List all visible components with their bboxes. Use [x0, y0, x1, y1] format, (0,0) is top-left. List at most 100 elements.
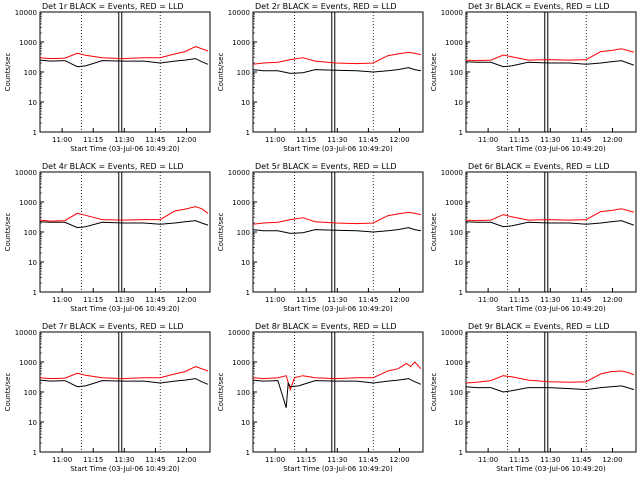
detector-plot-9: Det 9r BLACK = Events, RED = LLD 1 10 100 10…: [430, 322, 637, 473]
panel-title: Det 1r BLACK = Events, RED = LLD: [42, 2, 184, 11]
panel-title: Det 5r BLACK = Events, RED = LLD: [255, 162, 397, 171]
x-axis-label: Start Time (03-Jul-06 10:49:20): [70, 145, 180, 153]
y-axis-label: Counts/sec: [217, 373, 225, 412]
time-marker-bar: [331, 11, 336, 133]
y-tick-label: 10000: [441, 169, 463, 177]
plot-frame: [465, 11, 637, 133]
y-tick-label: 1: [33, 289, 37, 297]
x-axis-label: Start Time (03-Jul-06 10:49:20): [496, 465, 606, 473]
x-axis-label: Start Time (03-Jul-06 10:49:20): [70, 305, 180, 313]
x-tick-label: 11:30: [114, 296, 134, 304]
time-marker-bar: [544, 331, 549, 453]
y-axis-label: Counts/sec: [430, 373, 438, 412]
series-line-lld: [252, 211, 422, 225]
detector-plot-4: Det 4r BLACK = Events, RED = LLD 1 10 100 10…: [4, 162, 211, 313]
x-tick-label: 12:00: [176, 296, 196, 304]
detector-panel-4: Det 4r BLACK = Events, RED = LLD 1 10 100 10…: [0, 160, 213, 320]
x-tick-label: 11:30: [114, 136, 134, 144]
y-tick-label: 10000: [15, 9, 37, 17]
x-tick-label: 11:30: [540, 456, 560, 464]
x-tick-label: 12:00: [176, 456, 196, 464]
series-line-lld: [252, 361, 422, 392]
y-tick-label: 10: [28, 419, 37, 427]
y-tick-label: 10: [454, 99, 463, 107]
series-line-lld: [465, 48, 635, 62]
time-marker-bar: [118, 11, 123, 133]
x-tick-label: 12:00: [602, 296, 622, 304]
x-tick-label: 11:15: [509, 136, 529, 144]
panel-title: Det 8r BLACK = Events, RED = LLD: [255, 322, 397, 331]
y-tick-label: 100: [237, 229, 250, 237]
x-tick-label: 11:45: [145, 456, 165, 464]
series-line-lld: [252, 51, 422, 65]
detector-plot-8: Det 8r BLACK = Events, RED = LLD 1 10 100 10…: [217, 322, 424, 473]
y-tick-label: 100: [24, 69, 37, 77]
x-tick-label: 11:15: [509, 296, 529, 304]
x-tick-label: 11:15: [83, 296, 103, 304]
detector-plot-6: Det 6r BLACK = Events, RED = LLD 1 10 100 10…: [430, 162, 637, 313]
x-tick-label: 11:30: [327, 136, 347, 144]
time-marker-bar: [544, 11, 549, 133]
panel-title: Det 4r BLACK = Events, RED = LLD: [42, 162, 184, 171]
time-marker-bar: [118, 171, 123, 293]
series-line-lld: [39, 366, 209, 380]
y-tick-label: 10: [241, 259, 250, 267]
series-line-events: [465, 385, 635, 393]
y-tick-label: 10000: [15, 169, 37, 177]
x-tick-label: 12:00: [389, 456, 409, 464]
y-axis-label: Counts/sec: [4, 213, 12, 252]
x-tick-label: 11:15: [296, 296, 316, 304]
x-tick-label: 12:00: [176, 136, 196, 144]
y-tick-label: 10: [241, 419, 250, 427]
series-line-lld: [39, 46, 209, 60]
panel-title: Det 6r BLACK = Events, RED = LLD: [468, 162, 610, 171]
y-tick-label: 1: [246, 449, 250, 457]
x-tick-label: 11:00: [478, 296, 498, 304]
x-tick-label: 11:45: [571, 136, 591, 144]
y-axis-label: Counts/sec: [4, 53, 12, 92]
y-tick-label: 1: [33, 129, 37, 137]
x-tick-label: 11:00: [265, 136, 285, 144]
x-axis-label: Start Time (03-Jul-06 10:49:20): [496, 305, 606, 313]
plot-frame: [252, 11, 424, 133]
y-tick-label: 10: [454, 259, 463, 267]
y-tick-label: 100: [450, 389, 463, 397]
y-tick-label: 10000: [15, 329, 37, 337]
x-tick-label: 11:30: [540, 296, 560, 304]
y-tick-label: 1000: [445, 39, 463, 47]
time-marker-bar: [118, 331, 123, 453]
panel-title: Det 9r BLACK = Events, RED = LLD: [468, 322, 610, 331]
series-line-events: [252, 67, 421, 74]
series-line-events: [39, 58, 209, 68]
y-tick-label: 1000: [445, 359, 463, 367]
x-tick-label: 11:45: [145, 136, 165, 144]
detector-plot-7: Det 7r BLACK = Events, RED = LLD 1 10 100 10…: [4, 322, 211, 473]
y-tick-label: 1: [459, 289, 463, 297]
x-tick-label: 11:30: [327, 296, 347, 304]
time-marker-bar: [544, 171, 549, 293]
y-tick-label: 10000: [441, 329, 463, 337]
x-tick-label: 12:00: [602, 456, 622, 464]
panel-title: Det 3r BLACK = Events, RED = LLD: [468, 2, 610, 11]
series-line-events: [39, 220, 209, 229]
x-tick-label: 11:45: [358, 296, 378, 304]
y-tick-label: 10000: [228, 9, 250, 17]
x-tick-label: 11:30: [540, 136, 560, 144]
x-tick-label: 11:45: [358, 136, 378, 144]
detector-panel-8: Det 8r BLACK = Events, RED = LLD 1 10 100 10…: [213, 320, 426, 480]
x-tick-label: 11:45: [145, 296, 165, 304]
x-tick-label: 12:00: [389, 136, 409, 144]
y-tick-label: 1: [246, 129, 250, 137]
detector-panel-2: Det 2r BLACK = Events, RED = LLD 1 10 100 10…: [213, 0, 426, 160]
detector-panel-5: Det 5r BLACK = Events, RED = LLD 1 10 100 10…: [213, 160, 426, 320]
x-tick-label: 11:15: [296, 456, 316, 464]
x-tick-label: 11:15: [83, 136, 103, 144]
x-tick-label: 11:45: [571, 296, 591, 304]
panel-title: Det 2r BLACK = Events, RED = LLD: [255, 2, 397, 11]
y-tick-label: 100: [237, 389, 250, 397]
y-tick-label: 100: [24, 389, 37, 397]
y-tick-label: 1000: [232, 359, 250, 367]
detector-panel-1: Det 1r BLACK = Events, RED = LLD 1 10 100 10…: [0, 0, 213, 160]
detector-panel-7: Det 7r BLACK = Events, RED = LLD 1 10 100 10…: [0, 320, 213, 480]
x-tick-label: 11:45: [358, 456, 378, 464]
